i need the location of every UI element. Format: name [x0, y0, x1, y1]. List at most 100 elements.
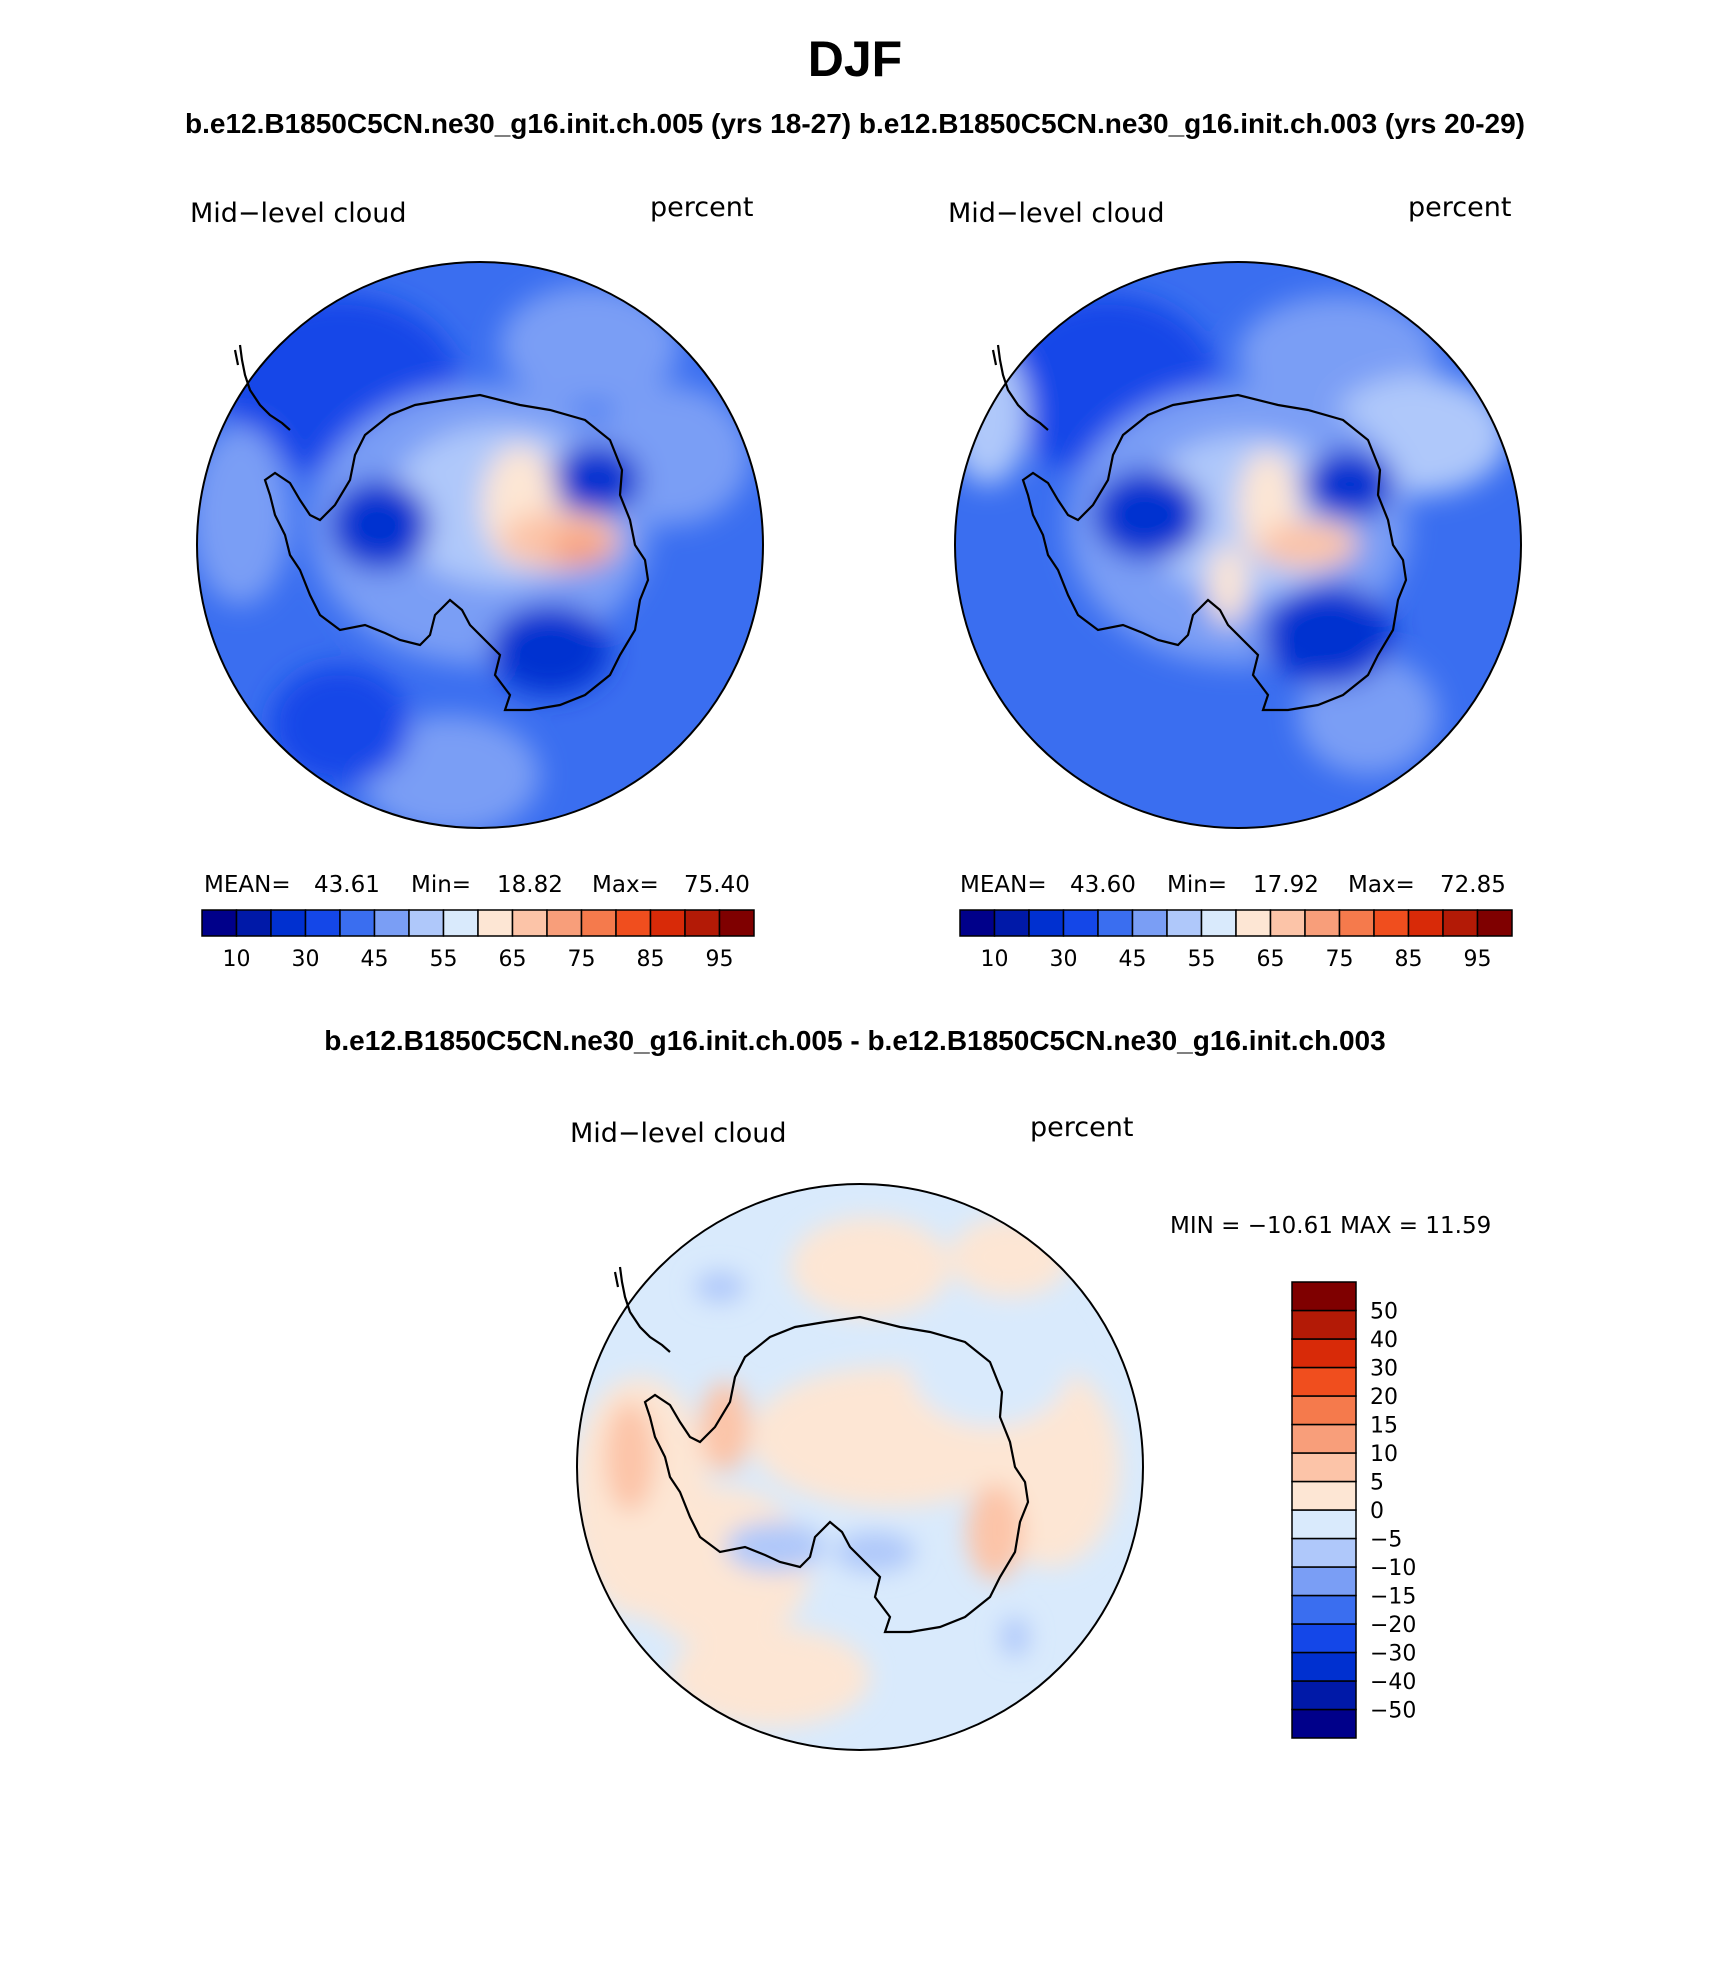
colorbar-tick-label: 95: [706, 947, 734, 972]
colorbar-box: [1304, 909, 1341, 937]
panel2-min-value: 17.92: [1253, 872, 1319, 898]
panel1-mean-label: MEAN=: [204, 872, 291, 898]
colorbar-tick-label: 30: [1050, 947, 1078, 972]
panel2-antarctica-coastline: [991, 344, 1408, 712]
panel2-min-label: Min=: [1167, 872, 1228, 898]
colorbar-tick-label: 15: [1370, 1414, 1398, 1439]
colorbar-box: [1291, 1509, 1357, 1540]
panel1-antarctica-coastline: [233, 344, 650, 712]
colorbar-tick-label: 65: [499, 947, 527, 972]
colorbar-tick-label: 75: [1326, 947, 1354, 972]
colorbar-tick-label: 45: [1119, 947, 1147, 972]
colorbar-box: [339, 909, 376, 937]
colorbar-box: [684, 909, 721, 937]
colorbar-box: [1291, 1594, 1357, 1625]
colorbar-tick-label: −30: [1370, 1642, 1416, 1667]
colorbar-box: [1269, 909, 1306, 937]
colorbar-box: [1407, 909, 1444, 937]
colorbar-tick-label: 50: [1370, 1300, 1398, 1325]
colorbar-box: [1291, 1281, 1357, 1312]
panel1-colorbar: 10 30 45 55 65 75 85 95: [201, 909, 755, 972]
panel1-max-label: Max=: [592, 872, 659, 898]
colorbar-box: [408, 909, 445, 937]
panel2-units-label: percent: [1408, 192, 1512, 223]
colorbar-tick-label: 10: [981, 947, 1009, 972]
panel2-cloud-field: [955, 262, 1521, 828]
colorbar-box: [1291, 1338, 1357, 1369]
colorbar-tick-label: −20: [1370, 1613, 1416, 1638]
colorbar-box: [1338, 909, 1375, 937]
colorbar-tick-label: 55: [430, 947, 458, 972]
panel2-max-label: Max=: [1348, 872, 1415, 898]
panel2-variable-label: Mid−level cloud: [948, 198, 1165, 229]
diff-cloud-field: [577, 1184, 1143, 1750]
colorbar-box: [1291, 1537, 1357, 1568]
colorbar-box: [1097, 909, 1134, 937]
colorbar-box: [1291, 1480, 1357, 1511]
colorbar-box: [373, 909, 410, 937]
colorbar-box: [1291, 1651, 1357, 1682]
colorbar-box: [1028, 909, 1065, 937]
panel1-min-value: 18.82: [497, 872, 563, 898]
colorbar-box: [1291, 1623, 1357, 1654]
colorbar-box: [1062, 909, 1099, 937]
colorbar-box: [1200, 909, 1237, 937]
panel1-polar-map: [196, 261, 764, 829]
colorbar-box: [1291, 1395, 1357, 1426]
panel1-cloud-field: [197, 262, 763, 828]
panel1-max-value: 75.40: [684, 872, 750, 898]
figure-title: DJF: [807, 31, 903, 87]
colorbar-box: [235, 909, 272, 937]
colorbar-tick-label: 5: [1370, 1471, 1384, 1496]
colorbar-box: [1291, 1566, 1357, 1597]
colorbar-tick-label: 40: [1370, 1328, 1398, 1353]
colorbar-box: [477, 909, 514, 937]
diff-polar-map: [576, 1183, 1144, 1751]
colorbar-tick-label: −50: [1370, 1699, 1416, 1724]
colorbar-tick-label: 85: [1395, 947, 1423, 972]
colorbar-box: [615, 909, 652, 937]
colorbar-box: [993, 909, 1030, 937]
case-comparison-title: b.e12.B1850C5CN.ne30_g16.init.ch.005 (yr…: [184, 108, 1526, 139]
colorbar-box: [1442, 909, 1479, 937]
colorbar-tick-label: −40: [1370, 1670, 1416, 1695]
colorbar-tick-label: −5: [1370, 1528, 1402, 1553]
panel2-max-value: 72.85: [1440, 872, 1506, 898]
colorbar-box: [1291, 1708, 1357, 1739]
colorbar-tick-label: 10: [1370, 1442, 1398, 1467]
colorbar-tick-label: −15: [1370, 1585, 1416, 1610]
panel2-mean-label: MEAN=: [960, 872, 1047, 898]
colorbar-box: [1291, 1680, 1357, 1711]
panel1-min-label: Min=: [411, 872, 472, 898]
colorbar-box: [580, 909, 617, 937]
diff-minmax-label: MIN = −10.61 MAX = 11.59: [1170, 1213, 1492, 1239]
colorbar-tick-label: 45: [361, 947, 389, 972]
colorbar-box: [304, 909, 341, 937]
colorbar-box: [1166, 909, 1203, 937]
colorbar-tick-label: 0: [1370, 1499, 1384, 1524]
colorbar-tick-label: 30: [1370, 1357, 1398, 1382]
colorbar-box: [649, 909, 686, 937]
colorbar-box: [511, 909, 548, 937]
colorbar-tick-label: 20: [1370, 1385, 1398, 1410]
panel1-units-label: percent: [650, 192, 754, 223]
colorbar-tick-label: −10: [1370, 1556, 1416, 1581]
diff-units-label: percent: [1030, 1112, 1134, 1143]
diff-antarctica-coastline: [613, 1266, 1030, 1634]
colorbar-tick-label: 85: [637, 947, 665, 972]
colorbar-box: [201, 909, 238, 937]
colorbar-tick-label: 30: [292, 947, 320, 972]
colorbar-tick-label: 65: [1257, 947, 1285, 972]
colorbar-box: [718, 909, 755, 937]
panel2-polar-map: [954, 261, 1522, 829]
colorbar-tick-label: 75: [568, 947, 596, 972]
panel1-variable-label: Mid−level cloud: [190, 198, 407, 229]
colorbar-box: [546, 909, 583, 937]
panel2-mean-value: 43.60: [1070, 872, 1136, 898]
colorbar-box: [1291, 1366, 1357, 1397]
colorbar-box: [1235, 909, 1272, 937]
colorbar-box: [270, 909, 307, 937]
colorbar-tick-label: 95: [1464, 947, 1492, 972]
colorbar-box: [1476, 909, 1513, 937]
